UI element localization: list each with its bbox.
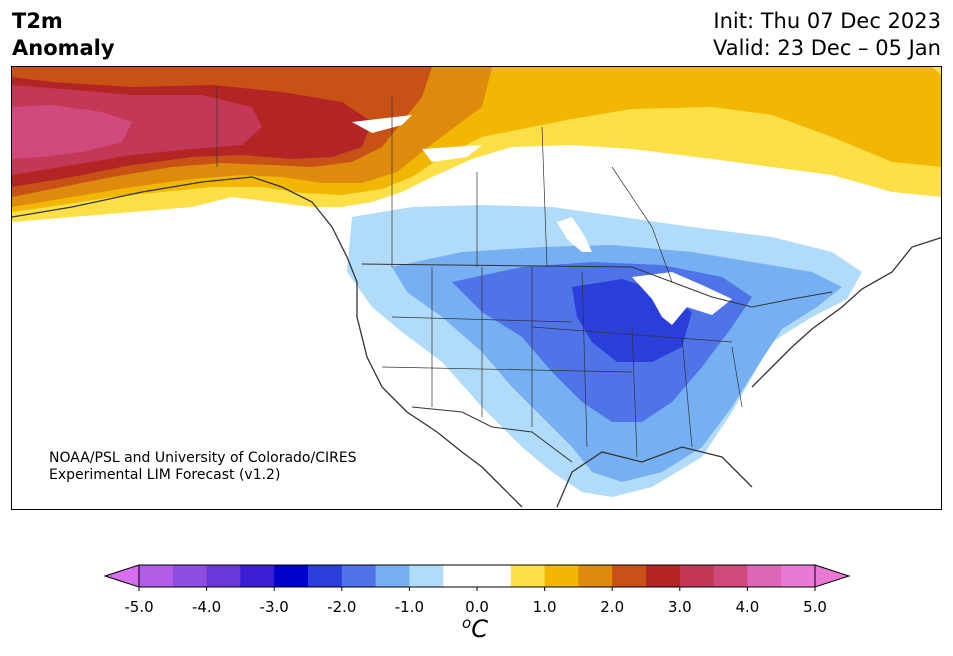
colorbar-cell — [477, 565, 512, 587]
colorbar-tick-label: -3.0 — [260, 598, 289, 616]
colorbar-cell — [341, 565, 377, 587]
us-mexico-border — [411, 406, 573, 463]
colorbar-under-arrow — [103, 564, 140, 588]
colorbar-tick-label: -5.0 — [124, 598, 153, 616]
colorbar-cell — [308, 565, 343, 587]
colorbar-cell — [544, 565, 579, 587]
init-date: Init: Thu 07 Dec 2023 — [713, 9, 941, 33]
title-line-1: T2m — [12, 9, 63, 33]
colorbar-cells — [139, 565, 816, 587]
colorbar-tick-label: 2.0 — [600, 598, 624, 616]
credit-line-2: Experimental LIM Forecast (v1.2) — [49, 467, 281, 483]
colorbar-tick-label: -2.0 — [327, 598, 356, 616]
colorbar-tick-label: -4.0 — [192, 598, 221, 616]
colorbar-cell — [443, 565, 478, 587]
colorbar-cell — [409, 565, 444, 587]
forecast-dates: Init: Thu 07 Dec 2023 Valid: 23 Dec – 05… — [713, 8, 941, 62]
colorbar-cell — [646, 565, 681, 587]
unit-base: C — [471, 615, 488, 643]
chart-title: T2m Anomaly — [12, 8, 115, 62]
colorbar-tick-label: 1.0 — [533, 598, 557, 616]
colorbar-cell — [612, 565, 647, 587]
colorbar-tick-label: 4.0 — [735, 598, 759, 616]
credit-line-1: NOAA/PSL and University of Colorado/CIRE… — [49, 450, 357, 466]
colorbar-cell — [206, 565, 241, 587]
coastline-gulf-atlantic — [556, 236, 941, 508]
warm-region-magenta — [12, 105, 132, 159]
colorbar-cell — [274, 565, 309, 587]
colorbar-unit: oC — [462, 614, 488, 643]
valid-range: Valid: 23 Dec – 05 Jan — [712, 36, 941, 60]
state-lines — [381, 267, 743, 458]
map-svg — [12, 67, 941, 508]
colorbar-cell — [578, 565, 613, 587]
colorbar-cell — [679, 565, 715, 587]
anomaly-map — [11, 66, 942, 510]
great-slave-lake — [422, 145, 482, 162]
credit-text: NOAA/PSL and University of Colorado/CIRE… — [49, 450, 357, 484]
great-bear-lake — [352, 115, 412, 133]
colorbar-cell — [240, 565, 275, 587]
canada-provinces — [216, 87, 673, 283]
colorbar-ticks: -5.0 -4.0 -3.0 -2.0 -1.0 0.0 1.0 2.0 3.0 4.0 5.0 — [124, 587, 827, 616]
colorbar-tick-label: 5.0 — [803, 598, 827, 616]
great-lakes — [632, 272, 732, 325]
colorbar-cell — [375, 565, 410, 587]
title-line-2: Anomaly — [12, 36, 115, 60]
colorbar-cell — [781, 565, 816, 587]
colorbar-tick-label: -1.0 — [395, 598, 424, 616]
colorbar-cell — [139, 565, 174, 587]
colorbar-cell — [747, 565, 782, 587]
colorbar-cell — [713, 565, 748, 587]
colorbar-cell — [510, 565, 546, 587]
colorbar-tick-label: 0.0 — [465, 598, 489, 616]
hudson-bay-inlet — [557, 217, 592, 252]
unit-superscript: o — [462, 614, 472, 632]
colorbar-tick-label: 3.0 — [668, 598, 692, 616]
coastline-pacific — [12, 176, 523, 508]
colorbar-over-arrow — [814, 564, 851, 588]
us-canada-border — [361, 263, 833, 308]
colorbar-cell — [172, 565, 208, 587]
